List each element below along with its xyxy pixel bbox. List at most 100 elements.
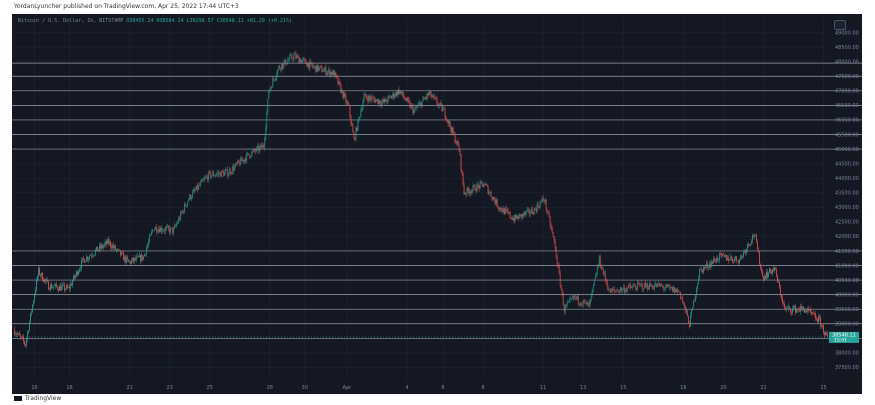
candle xyxy=(140,254,142,265)
candle xyxy=(136,253,138,263)
candle-body xyxy=(704,266,706,268)
candle-body xyxy=(577,295,579,304)
price-axis[interactable]: 37500.0038000.0038500.0039000.0039500.00… xyxy=(835,30,859,371)
candle-body xyxy=(518,214,520,219)
candle xyxy=(674,288,676,293)
candle-body xyxy=(708,267,709,269)
candle-body xyxy=(295,53,297,59)
object-tree-button[interactable] xyxy=(834,20,846,30)
candle xyxy=(289,53,291,63)
candle-body xyxy=(356,127,358,131)
candle-body xyxy=(297,55,299,57)
candle-body xyxy=(449,121,451,128)
candle xyxy=(800,303,801,315)
candle-body xyxy=(700,268,702,270)
candle xyxy=(699,268,701,271)
candle xyxy=(271,85,273,89)
candle xyxy=(811,310,812,316)
candle-body xyxy=(803,306,804,310)
candle xyxy=(31,309,32,317)
candle-body xyxy=(691,307,693,311)
candle-body xyxy=(291,54,293,59)
candle-body xyxy=(380,103,382,105)
candle xyxy=(399,89,401,96)
candle xyxy=(814,312,815,317)
price-chart[interactable]: 37500.0038000.0038500.0039000.0039500.00… xyxy=(12,14,862,394)
candle-body xyxy=(789,306,790,309)
candle xyxy=(778,278,779,283)
candle xyxy=(187,201,189,208)
candle-body xyxy=(279,65,281,69)
candle-body xyxy=(326,73,328,75)
candle-body xyxy=(771,271,772,274)
candle xyxy=(363,92,365,104)
candle-body xyxy=(478,185,480,189)
price-tick-label: 46000.00 xyxy=(835,118,859,124)
candle-body xyxy=(350,115,352,124)
candle xyxy=(606,279,608,291)
candle-body xyxy=(502,208,504,212)
candle-body xyxy=(580,304,582,306)
candle xyxy=(420,102,422,109)
candle-body xyxy=(157,231,159,233)
candle xyxy=(394,93,396,99)
candle xyxy=(164,227,166,235)
candle xyxy=(155,226,157,230)
candle xyxy=(330,71,332,78)
candle xyxy=(342,89,344,99)
candle xyxy=(91,252,92,260)
candle xyxy=(276,71,278,82)
candle xyxy=(15,331,16,337)
chart-panel[interactable]: 37500.0038000.0038500.0039000.0039500.00… xyxy=(12,14,862,394)
candle xyxy=(85,260,86,263)
candlesticks[interactable] xyxy=(14,50,828,349)
candle-body xyxy=(446,120,448,121)
candle xyxy=(273,77,275,82)
symbol-legend[interactable]: Bitcoin / U.S. Dollar, 1h, BITSTAMP O384… xyxy=(18,18,292,24)
candle xyxy=(152,228,154,234)
candle-body xyxy=(184,204,186,213)
last-price-label: 38548.11 xyxy=(832,332,856,338)
candle-body xyxy=(243,159,245,162)
candle xyxy=(738,259,739,266)
candle xyxy=(741,254,742,260)
candle xyxy=(381,98,383,109)
candle xyxy=(166,224,168,231)
candle xyxy=(615,289,617,293)
candle xyxy=(215,173,217,178)
candle xyxy=(267,98,269,116)
candle xyxy=(772,268,773,277)
candle-body xyxy=(746,249,747,253)
candle xyxy=(770,268,771,275)
candle xyxy=(693,298,695,303)
candle-body xyxy=(477,184,479,186)
candle xyxy=(702,265,704,275)
candle xyxy=(649,281,651,287)
candle xyxy=(308,63,310,71)
candle-body xyxy=(132,257,133,261)
candle xyxy=(439,102,441,108)
candle xyxy=(732,256,733,264)
candle-body xyxy=(498,207,500,210)
candle-body xyxy=(62,285,63,287)
candle xyxy=(223,169,225,177)
time-tick-label: 28 xyxy=(267,385,273,391)
candle xyxy=(646,281,648,292)
time-tick-label: 18 xyxy=(680,385,686,391)
candle xyxy=(483,182,485,188)
candle-body xyxy=(257,146,259,148)
candle xyxy=(301,59,303,63)
candle-body xyxy=(308,63,310,69)
candle-body xyxy=(506,209,508,211)
time-axis[interactable]: 16 18 21 23 25 28 30 Apr 4 6 8 11 13 15 18 20 22 25 xyxy=(31,385,826,391)
candle-body xyxy=(365,93,367,98)
candle-body xyxy=(755,235,756,236)
candle xyxy=(689,311,691,328)
candle xyxy=(331,70,333,77)
candle xyxy=(801,303,802,311)
candle xyxy=(137,253,139,258)
candle-body xyxy=(631,286,633,288)
candle xyxy=(752,233,753,244)
candle-body xyxy=(590,294,592,300)
candle xyxy=(669,284,671,291)
